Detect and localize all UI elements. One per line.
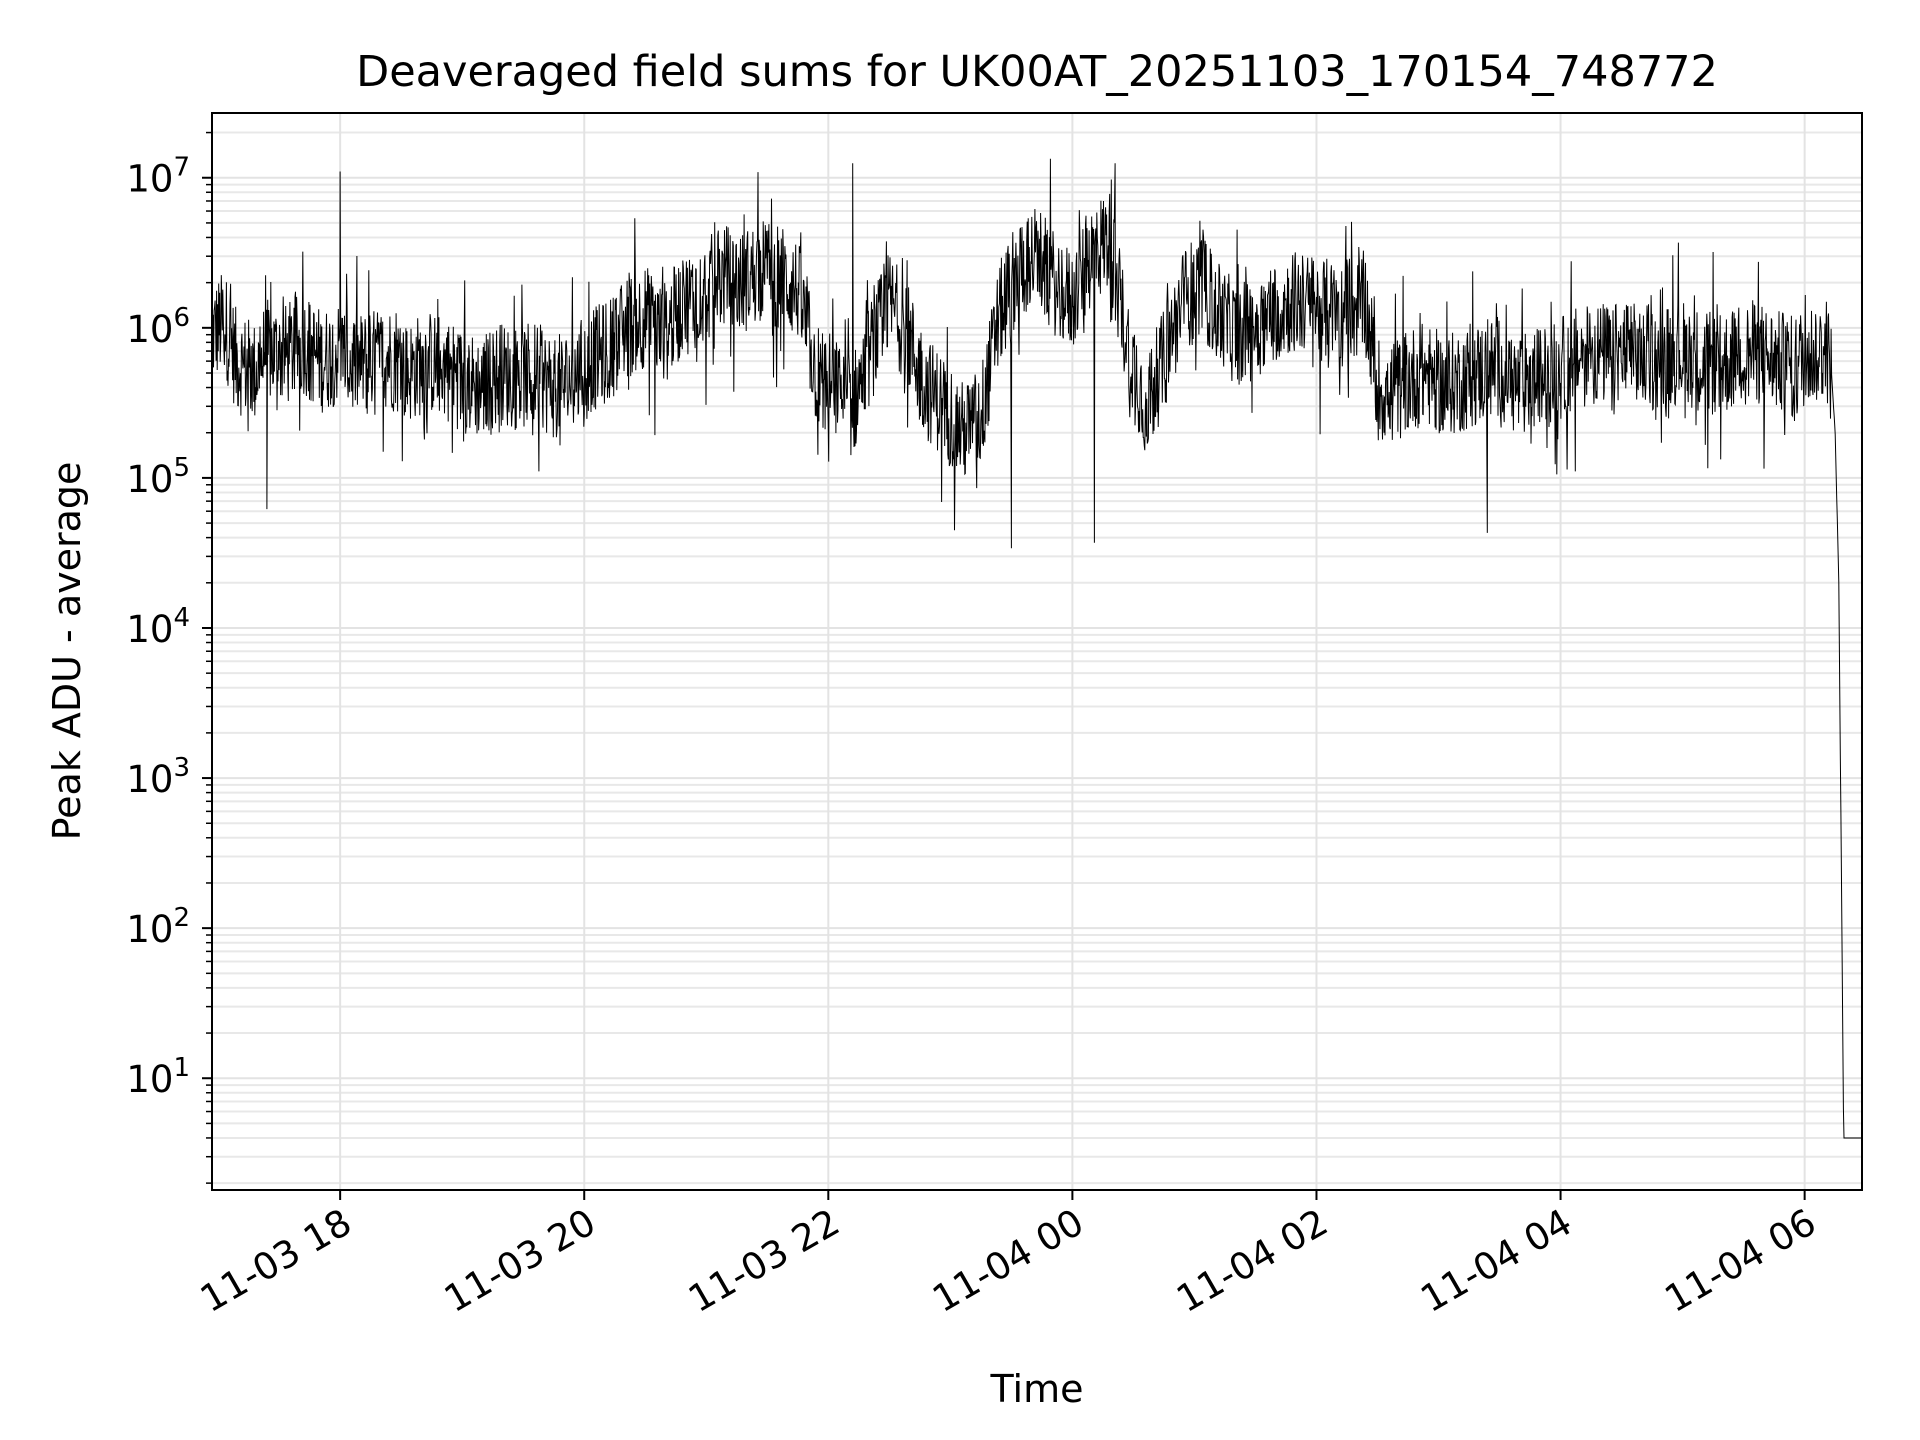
y-tick-label: 102 [126, 903, 190, 951]
y-axis-label: Peak ADU - average [45, 462, 89, 841]
chart-title: Deaveraged field sums for UK00AT_2025110… [356, 47, 1718, 97]
y-tick-label: 105 [126, 453, 190, 501]
y-axis: 101 102 103 104 105 106 107 [126, 131, 212, 1184]
y-tick-label: 103 [126, 753, 190, 801]
series-line [212, 158, 1862, 1139]
y-tick-label: 104 [126, 603, 190, 651]
y-tick-label: 107 [126, 153, 190, 201]
x-axis-label: Time [990, 1367, 1084, 1411]
y-tick-label: 101 [126, 1053, 190, 1101]
y-tick-label: 106 [126, 303, 190, 351]
plot-area [212, 158, 1862, 1139]
